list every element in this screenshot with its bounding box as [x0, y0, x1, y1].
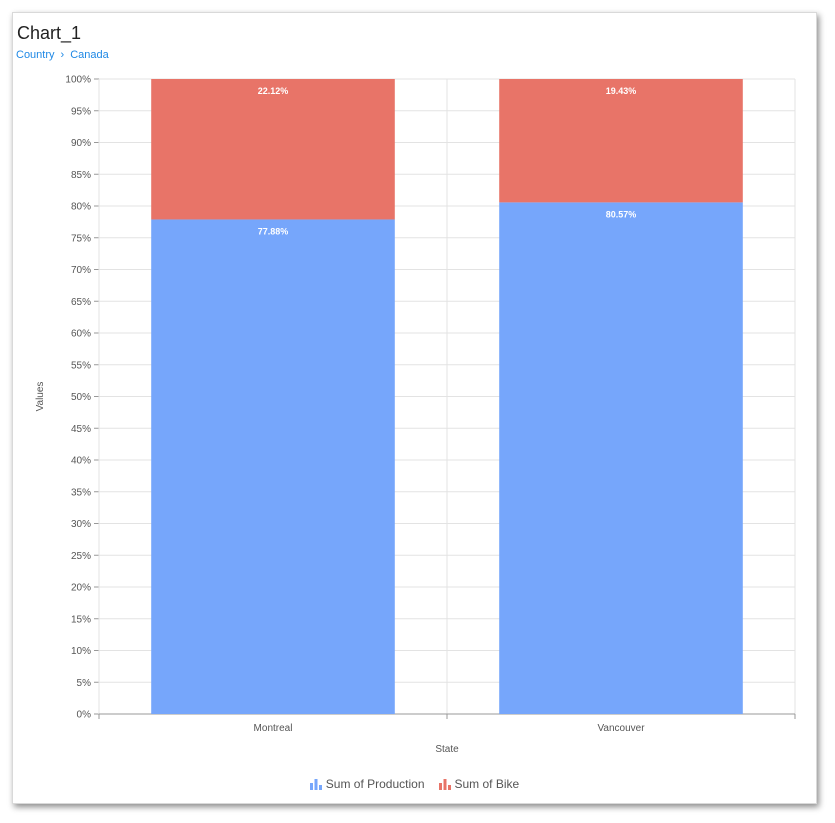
x-tick-label: Vancouver — [597, 723, 645, 734]
y-tick-label: 70% — [71, 265, 91, 276]
y-tick-label: 65% — [71, 297, 91, 308]
y-tick-label: 35% — [71, 487, 91, 498]
y-tick-label: 100% — [65, 75, 91, 86]
chevron-right-icon: › — [60, 49, 65, 61]
y-tick-label: 40% — [71, 456, 91, 467]
y-tick-label: 25% — [71, 551, 91, 562]
y-tick-label: 30% — [71, 519, 91, 530]
chart-legend: Sum of Production Sum of Bike — [13, 777, 816, 791]
data-label: 80.57% — [606, 209, 637, 219]
y-axis-title: Values — [35, 382, 46, 412]
legend-item-production[interactable]: Sum of Production — [309, 777, 425, 791]
bar-chart-icon — [438, 779, 451, 790]
bar-segment — [151, 79, 395, 220]
data-label: 19.43% — [606, 86, 637, 96]
breadcrumb-country[interactable]: Country — [16, 49, 55, 61]
y-tick-label: 45% — [71, 424, 91, 435]
y-tick-label: 85% — [71, 170, 91, 181]
x-axis-title: State — [435, 744, 459, 755]
chart-plot: 0% 5% 10% 15% 20% 25% 30% 35% 40% 45% 50% 55% 60% 65%… — [35, 75, 796, 755]
y-tick-label: 0% — [77, 710, 92, 721]
breadcrumb: Country › Canada — [16, 49, 109, 61]
y-tick-label: 50% — [71, 392, 91, 403]
y-tick-label: 90% — [71, 138, 91, 149]
legend-label-bike: Sum of Bike — [454, 777, 520, 791]
breadcrumb-canada[interactable]: Canada — [70, 49, 109, 61]
y-tick-label: 75% — [71, 233, 91, 244]
chart-title: Chart_1 — [17, 23, 82, 43]
y-tick-label: 95% — [71, 106, 91, 117]
x-tick-label: Montreal — [254, 723, 293, 734]
y-tick-label: 60% — [71, 329, 91, 340]
y-tick-label: 10% — [71, 646, 91, 657]
y-tick-label: 5% — [77, 678, 92, 689]
legend-label-production: Sum of Production — [325, 777, 425, 791]
bar-chart-icon — [309, 779, 322, 790]
y-tick-label: 20% — [71, 583, 91, 594]
bar-segment — [151, 219, 395, 714]
y-tick-label: 55% — [71, 360, 91, 371]
y-tick-label: 15% — [71, 614, 91, 625]
legend-item-bike[interactable]: Sum of Bike — [438, 777, 520, 791]
bar-segment — [499, 202, 743, 714]
bar-segment — [499, 79, 743, 203]
data-label: 77.88% — [258, 226, 289, 236]
chart-card: Chart_1 Country › Canada 0% 5% 10% 15% 20% 25… — [12, 12, 817, 804]
y-tick-label: 80% — [71, 202, 91, 213]
data-label: 22.12% — [258, 86, 289, 96]
